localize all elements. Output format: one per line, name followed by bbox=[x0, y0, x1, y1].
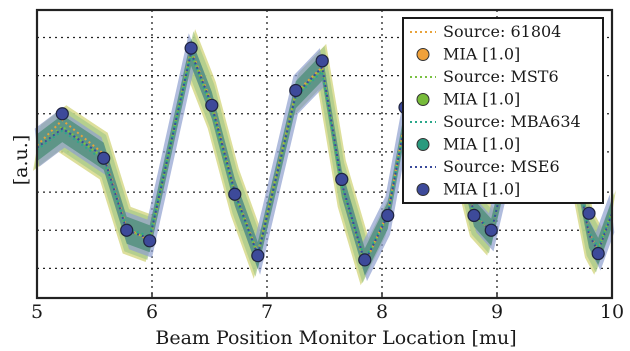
mia-point bbox=[251, 249, 265, 263]
mia-point bbox=[143, 234, 157, 248]
legend-label: MIA [1.0] bbox=[443, 90, 520, 109]
legend-marker-swatch bbox=[416, 138, 430, 151]
x-tick-label: 5 bbox=[31, 301, 43, 323]
x-tick-label: 6 bbox=[146, 301, 158, 323]
legend-label: Source: MSE6 bbox=[443, 157, 560, 176]
mia-point bbox=[484, 223, 498, 237]
mia-point bbox=[228, 187, 242, 201]
mia-point bbox=[120, 223, 134, 237]
x-tick-label: 8 bbox=[376, 301, 388, 323]
legend-marker-swatch bbox=[416, 93, 430, 106]
x-tick-label: 9 bbox=[491, 301, 503, 323]
mia-point bbox=[591, 246, 605, 261]
mia-point bbox=[289, 83, 303, 98]
legend-box bbox=[402, 17, 604, 204]
legend-label: Source: MST6 bbox=[443, 67, 559, 86]
mia-point bbox=[582, 206, 596, 220]
plot-frame bbox=[35, 8, 614, 300]
mia-point bbox=[315, 54, 329, 68]
mia-point bbox=[381, 208, 395, 223]
legend-label: MIA [1.0] bbox=[443, 45, 520, 64]
legend-label: MIA [1.0] bbox=[443, 135, 520, 154]
axes: 5 6 7 8 9 10 bbox=[31, 8, 624, 323]
x-tick-label: 7 bbox=[261, 301, 273, 323]
x-axis-label: Beam Position Monitor Location [mu] bbox=[155, 327, 516, 349]
mia-point bbox=[97, 151, 111, 165]
legend-marker-swatch bbox=[416, 183, 430, 196]
y-axis-label: [a.u.] bbox=[10, 135, 32, 185]
mia-point bbox=[358, 253, 372, 267]
x-tick-label: 10 bbox=[600, 301, 624, 323]
mia-point bbox=[55, 107, 69, 121]
mia-point bbox=[467, 208, 481, 223]
mia-point bbox=[335, 172, 349, 187]
mia-point bbox=[205, 98, 219, 112]
legend-label: Source: 61804 bbox=[443, 22, 561, 41]
legend: Source: 61804 MIA [1.0] Source: MST6 MIA [1… bbox=[402, 17, 604, 204]
legend-label: MIA [1.0] bbox=[443, 180, 520, 199]
mia-point bbox=[184, 41, 198, 55]
legend-marker-swatch bbox=[416, 48, 430, 61]
legend-label: Source: MBA634 bbox=[443, 112, 581, 131]
